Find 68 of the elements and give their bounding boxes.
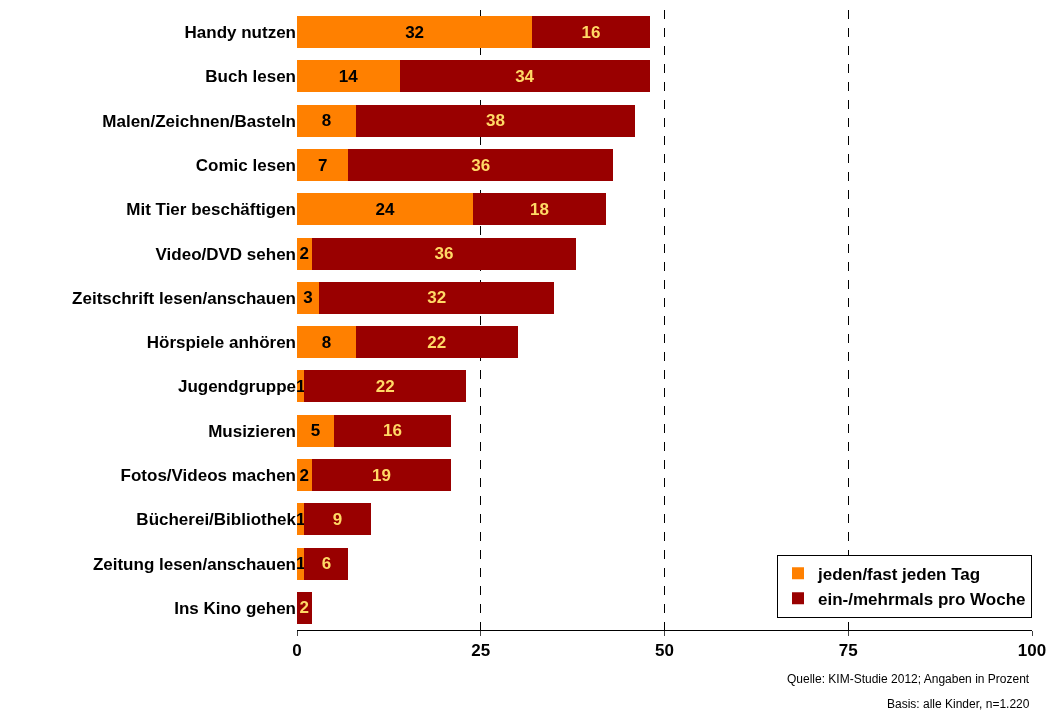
y-tick-label: Malen/Zeichnen/Basteln — [102, 111, 296, 131]
data-label: 1 — [295, 554, 306, 574]
data-label: 19 — [372, 465, 391, 485]
text: Basis: alle Kinder, n=1.220 — [887, 697, 1030, 711]
data-label: 7 — [317, 155, 328, 175]
y-tick-label: Hörspiele anhören — [146, 333, 296, 353]
bar — [297, 326, 356, 359]
bar — [297, 414, 334, 447]
y-tick-label: Video/DVD sehen — [155, 244, 296, 264]
bar — [311, 459, 452, 491]
bar — [355, 326, 518, 359]
data-label: 32 — [427, 288, 447, 308]
data-label: 24 — [375, 199, 395, 219]
bar — [304, 370, 467, 403]
y-tick-label: Fotos/Videos machen — [120, 465, 296, 485]
x-tick-label: 0 — [292, 641, 302, 661]
y-tick-label: Jugendgruppe — [177, 377, 296, 397]
y-tick-label: Ins Kino gehen — [174, 598, 296, 618]
data-label: 3 — [303, 288, 313, 308]
bar — [333, 414, 452, 447]
legend-label: jeden/fast jeden Tag — [817, 564, 981, 584]
bar — [399, 60, 650, 93]
y-tick-label: Mit Tier beschäftigen — [126, 200, 296, 220]
bar — [532, 16, 650, 49]
bar — [319, 281, 555, 314]
data-label: 5 — [310, 421, 321, 441]
bar — [297, 16, 533, 49]
bar — [304, 503, 371, 536]
bar — [297, 149, 349, 181]
data-label: 8 — [321, 332, 332, 352]
x-tick-label: 100 — [1017, 641, 1047, 661]
bar — [304, 547, 349, 580]
data-label: 8 — [321, 111, 332, 131]
y-tick-label: Handy nutzen — [184, 23, 296, 43]
data-label: 36 — [434, 244, 454, 264]
data-label: 9 — [332, 509, 343, 529]
data-label: 2 — [299, 244, 310, 264]
data-label: 36 — [471, 155, 491, 175]
x-tick-label: 50 — [655, 641, 674, 661]
bar — [348, 149, 614, 181]
data-label: 16 — [383, 421, 403, 441]
y-tick-label: Bücherei/Bibliothek — [136, 510, 297, 530]
data-label: 18 — [530, 199, 550, 219]
y-tick-label: Musizieren — [208, 421, 296, 441]
x-tick-label: 75 — [838, 641, 858, 661]
bar — [297, 60, 400, 93]
data-label: 6 — [321, 554, 332, 574]
data-label: 2 — [299, 465, 310, 485]
data-label: 16 — [581, 22, 601, 42]
bar — [473, 193, 606, 226]
data-label: 22 — [375, 376, 395, 396]
data-label: 22 — [427, 332, 447, 352]
bar — [355, 104, 636, 137]
y-tick-label: Buch lesen — [205, 67, 296, 87]
data-label: 34 — [515, 66, 535, 86]
y-tick-label: Comic lesen — [195, 155, 296, 175]
y-tick-label: Zeitung lesen/anschauen — [92, 554, 296, 574]
bar — [311, 237, 577, 270]
legend-label: ein-/mehrmals pro Woche — [818, 589, 1026, 609]
bar — [297, 193, 474, 226]
bar — [297, 104, 356, 137]
source-note: Quelle: KIM-Studie 2012; Angaben in Prozent — [787, 672, 1030, 686]
y-tick-label: Zeitschrift lesen/anschauen — [72, 288, 296, 308]
data-label: 2 — [299, 598, 310, 618]
x-tick-label: 25 — [471, 641, 491, 661]
data-label: 32 — [405, 22, 425, 42]
data-label: 38 — [485, 111, 505, 131]
data-label: 14 — [338, 66, 359, 86]
